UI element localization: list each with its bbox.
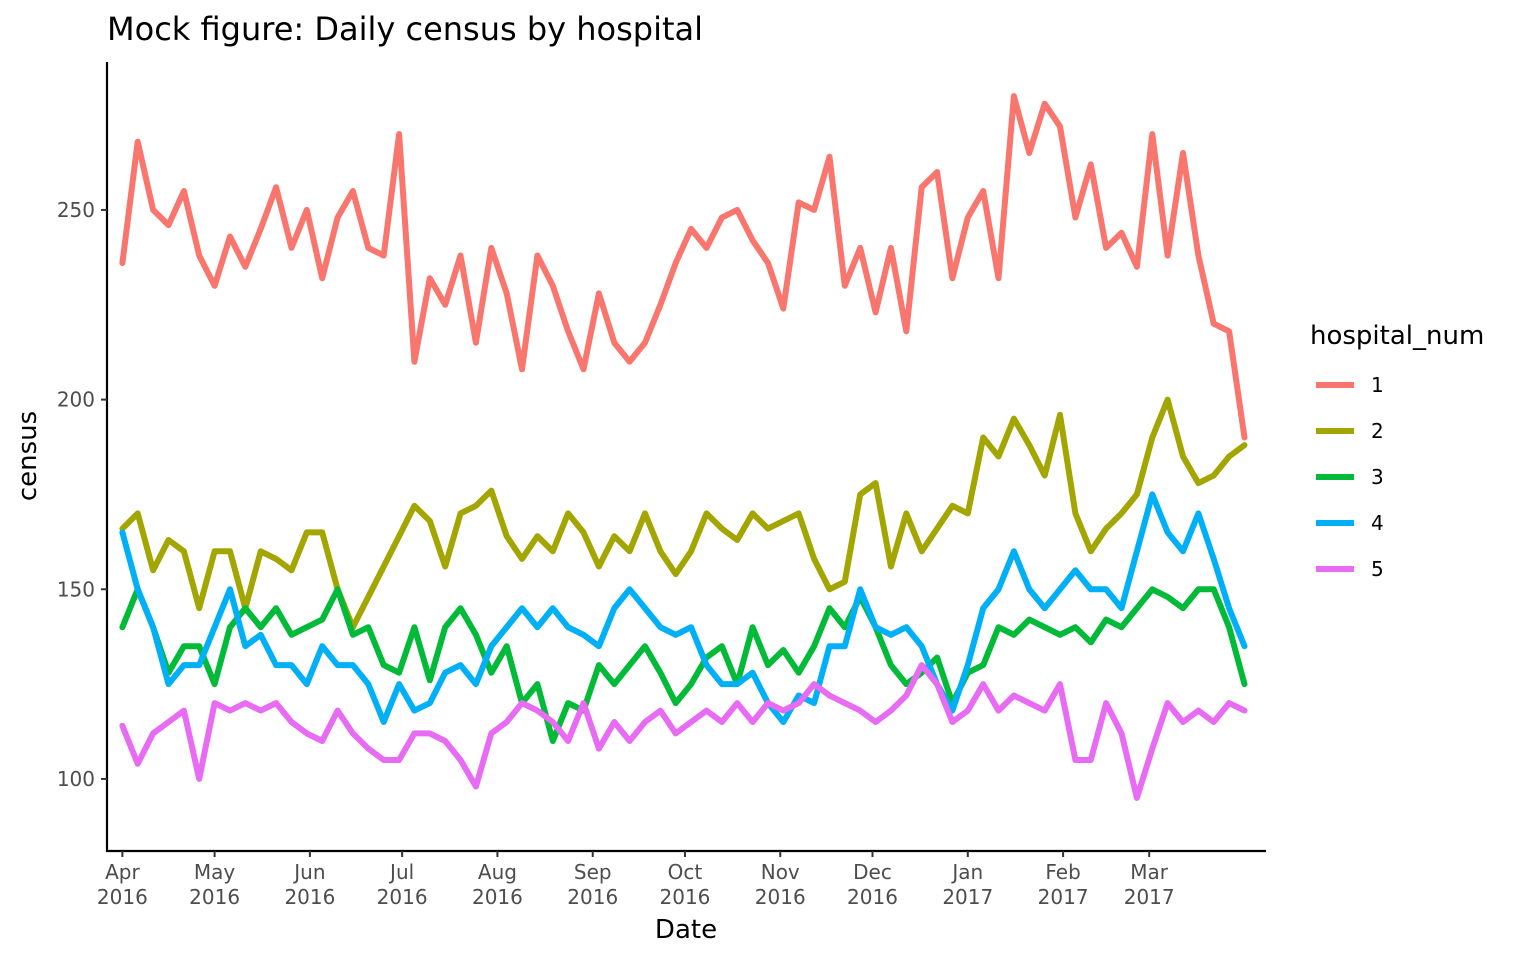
x-tick-label: Oct 2016	[660, 860, 711, 909]
legend-item-4: 4	[1316, 511, 1384, 535]
x-tick-label: Feb 2017	[1038, 860, 1089, 909]
x-tick-label: Aug 2016	[472, 860, 523, 909]
series-line-hospital-2	[119, 396, 1248, 631]
legend-label-3: 3	[1371, 465, 1384, 489]
legend-label-1: 1	[1371, 373, 1384, 397]
series-line-hospital-1	[119, 93, 1248, 441]
x-tick-label: Jan 2017	[942, 860, 993, 909]
y-tick-label: 200	[57, 388, 95, 412]
x-tick-label: Jun 2016	[284, 860, 335, 909]
legend-item-1: 1	[1316, 373, 1384, 397]
y-axis-ticks: 100 150 200 250	[57, 198, 107, 791]
y-tick-label: 100	[57, 767, 95, 791]
legend-title: hospital_num	[1310, 321, 1484, 351]
series-line-hospital-5	[119, 662, 1248, 801]
legend-label-2: 2	[1371, 419, 1384, 443]
chart-title: Mock figure: Daily census by hospital	[107, 10, 703, 48]
x-tick-label: Apr 2016	[97, 860, 148, 909]
series-layer	[119, 93, 1248, 801]
legend-item-2: 2	[1316, 419, 1384, 443]
x-axis-ticks: Apr 2016 May 2016 Jun 2016 Jul 2016 Aug 2016 Sep 20…	[97, 851, 1175, 909]
x-axis-title: Date	[655, 915, 717, 945]
y-axis-title: census	[13, 411, 43, 501]
y-tick-label: 250	[57, 198, 95, 222]
x-tick-label: Jul 2016	[377, 860, 428, 909]
x-tick-label: Dec 2016	[847, 860, 898, 909]
x-tick-label: Mar 2017	[1124, 860, 1175, 909]
x-tick-label: Nov 2016	[755, 860, 806, 909]
x-tick-label: May 2016	[189, 860, 240, 909]
series-line-hospital-4	[119, 491, 1248, 725]
legend-label-5: 5	[1371, 557, 1384, 581]
legend-item-3: 3	[1316, 465, 1384, 489]
x-tick-label: Sep 2016	[567, 860, 618, 909]
legend: hospital_num 1 2 3 4 5	[1310, 321, 1484, 581]
legend-item-5: 5	[1316, 557, 1384, 581]
series-line-hospital-3	[119, 586, 1248, 744]
legend-label-4: 4	[1371, 511, 1384, 535]
y-tick-label: 150	[57, 577, 95, 601]
